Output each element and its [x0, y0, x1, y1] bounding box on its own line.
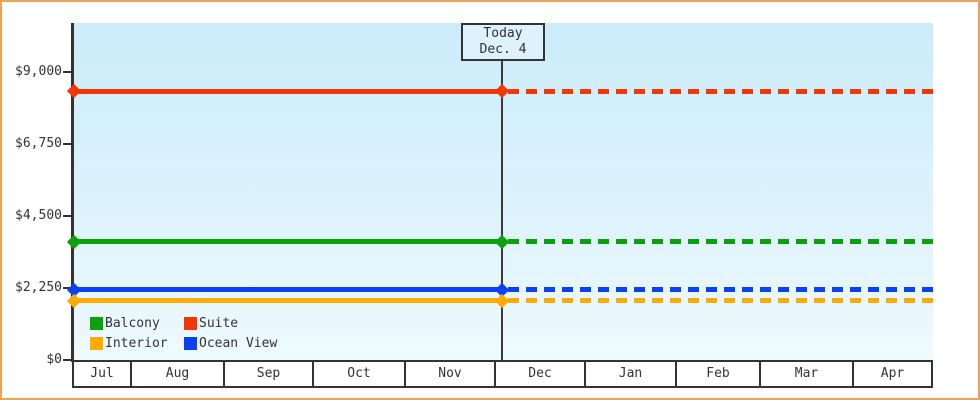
month-cell: Jan: [584, 362, 675, 386]
today-label-box: Today Dec. 4: [461, 23, 545, 61]
month-cell: Nov: [404, 362, 494, 386]
legend: Balcony Suite Interior Ocean View: [90, 313, 277, 353]
month-cell: Aug: [130, 362, 223, 386]
legend-item: Interior: [90, 333, 184, 353]
y-tick: [63, 71, 72, 73]
y-tick-label: $2,250: [15, 280, 62, 295]
y-tick-label: $4,500: [15, 208, 62, 223]
legend-label: Suite: [199, 315, 239, 331]
series-line-solid: [74, 88, 502, 94]
today-date: Dec. 4: [479, 42, 527, 57]
series-line-solid: [74, 298, 502, 304]
legend-swatch: [184, 336, 197, 350]
series-line-dashed: [508, 298, 933, 304]
month-cell: Sep: [223, 362, 312, 386]
month-cell: Mar: [759, 362, 852, 386]
month-cell: Oct: [312, 362, 404, 386]
today-label: Today: [483, 26, 523, 41]
y-tick-label: $6,750: [15, 136, 62, 151]
legend-swatch: [184, 316, 197, 330]
series-line-solid: [74, 239, 502, 245]
today-marker-line: [501, 61, 503, 360]
series-line-solid: [74, 287, 502, 293]
month-cell: Apr: [852, 362, 933, 386]
legend-label: Balcony: [105, 315, 160, 331]
series-line-dashed: [508, 88, 933, 94]
legend-swatch: [90, 316, 103, 330]
legend-swatch: [90, 336, 103, 350]
series-line-dashed: [508, 239, 933, 245]
month-cell: Jul: [72, 362, 130, 386]
y-tick-label: $0: [46, 352, 62, 367]
series-line-dashed: [508, 287, 933, 293]
x-axis-months: Jul Aug Sep Oct Nov Dec Jan Feb Mar Apr: [72, 360, 933, 388]
y-tick: [63, 143, 72, 145]
month-cell: Dec: [494, 362, 584, 386]
plot-area: [74, 23, 933, 360]
y-axis-line: [71, 23, 74, 362]
y-tick: [63, 215, 72, 217]
legend-item: Suite: [184, 313, 277, 333]
legend-item: Ocean View: [184, 333, 277, 353]
legend-label: Interior: [105, 335, 168, 351]
y-tick-label: $9,000: [15, 64, 62, 79]
legend-label: Ocean View: [199, 335, 278, 351]
legend-item: Balcony: [90, 313, 184, 333]
month-cell: Feb: [675, 362, 759, 386]
y-tick: [63, 359, 72, 361]
